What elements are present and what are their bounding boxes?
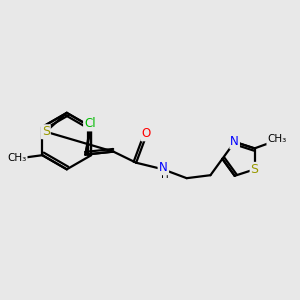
Text: N: N bbox=[158, 161, 167, 174]
Text: CH₃: CH₃ bbox=[8, 153, 27, 163]
Text: H: H bbox=[160, 169, 168, 180]
Text: S: S bbox=[42, 125, 50, 138]
Text: N: N bbox=[230, 135, 239, 148]
Text: Cl: Cl bbox=[84, 118, 96, 130]
Text: O: O bbox=[141, 128, 151, 140]
Text: CH₃: CH₃ bbox=[267, 134, 286, 145]
Text: S: S bbox=[250, 163, 259, 176]
